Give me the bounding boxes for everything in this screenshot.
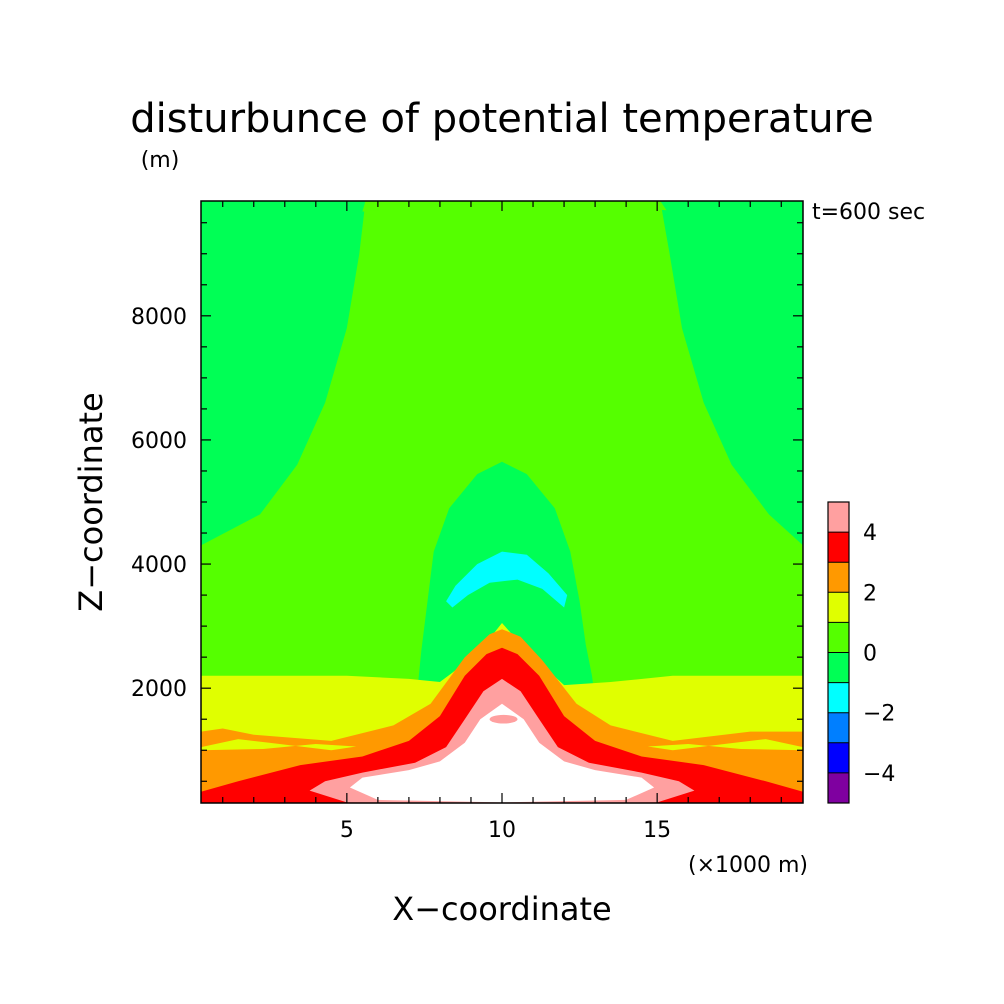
field-band-small-blob: [489, 714, 518, 724]
colorbar-segment: [828, 712, 849, 743]
y-unit-label: (m): [141, 148, 180, 173]
colorbar-tick-label: −4: [863, 762, 895, 787]
y-tick-label: 6000: [131, 429, 187, 454]
x-axis-label: X−coordinate: [392, 890, 611, 928]
field-band-stripe-right: [647, 739, 803, 751]
colorbar-tick-label: 0: [863, 642, 877, 667]
colorbar-segment: [828, 592, 849, 623]
y-tick-label: 2000: [131, 677, 187, 702]
colorbar-segment: [828, 682, 849, 713]
x-tick-label: 15: [643, 818, 671, 843]
x-tick-label: 10: [488, 818, 516, 843]
colorbar-segment: [828, 502, 849, 533]
field-band-over-5: [349, 703, 655, 803]
field-band-top: [362, 201, 667, 212]
colorbar-segment: [828, 562, 849, 593]
colorbar: [827, 501, 850, 804]
colorbar-segment: [828, 652, 849, 683]
colorbar-segment: [828, 742, 849, 773]
colorbar-tick-label: −2: [863, 702, 895, 727]
colorbar-tick-label: 2: [863, 581, 877, 606]
colorbar-segment: [828, 622, 849, 653]
x-tick-labels: 5 10 15: [340, 818, 671, 843]
x-unit-label: (×1000 m): [688, 853, 808, 878]
colorbar-labels: 4 2 0 −2 −4: [863, 521, 895, 787]
chart-title: disturbunce of potential temperature: [130, 96, 874, 142]
field-band-left-neg: [201, 201, 366, 546]
colorbar-segment: [828, 532, 849, 563]
colorbar-segment: [828, 772, 849, 803]
plot-area: [200, 200, 804, 804]
time-annotation: t=600 sec: [812, 200, 925, 225]
y-axis-label: Z−coordinate: [72, 392, 110, 611]
field-band-dome-neg: [418, 461, 596, 704]
field-band-right-neg: [660, 201, 803, 546]
axis-ticks: [201, 201, 803, 803]
y-tick-labels: 2000 4000 6000 8000: [131, 305, 187, 702]
y-tick-label: 8000: [131, 305, 187, 330]
x-tick-label: 5: [340, 818, 354, 843]
temperature-field: [201, 201, 803, 803]
field-band-stripe-left: [201, 739, 357, 751]
y-tick-label: 4000: [131, 553, 187, 578]
colorbar-tick-label: 4: [863, 521, 877, 546]
field-band-cool-cap: [446, 551, 568, 608]
